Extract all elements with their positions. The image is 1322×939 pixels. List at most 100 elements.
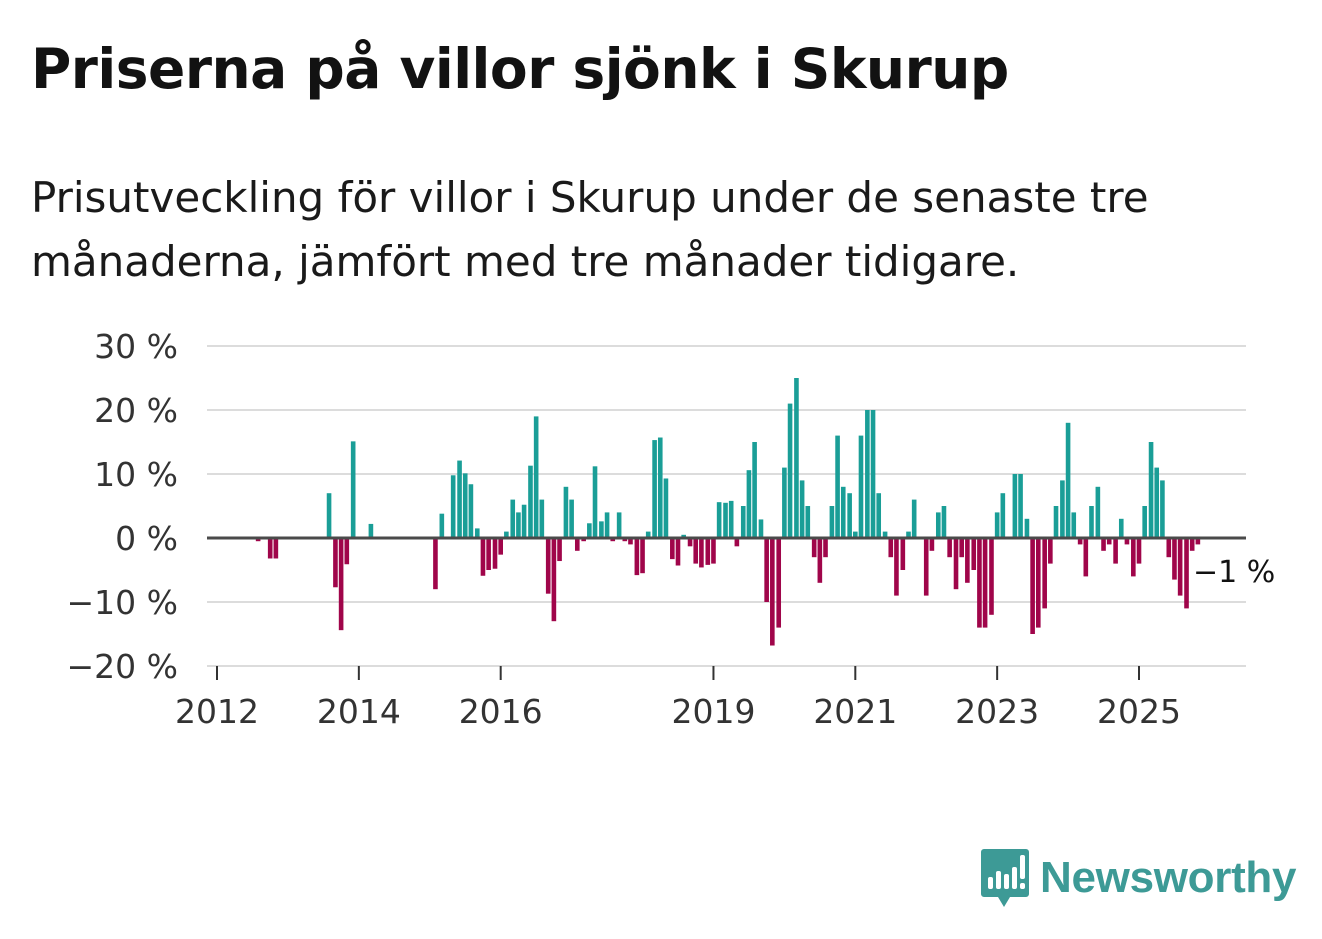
bar: [1106, 538, 1112, 545]
bar: [539, 499, 545, 538]
bar: [450, 475, 456, 538]
y-tick-label: 30 %: [94, 327, 178, 366]
bar: [480, 538, 486, 576]
bar: [267, 538, 273, 559]
bar: [711, 538, 716, 564]
bar: [492, 538, 498, 569]
bar: [1131, 538, 1136, 577]
bar: [941, 506, 947, 538]
bar: [657, 437, 663, 538]
bar: [829, 506, 835, 538]
bar: [557, 538, 562, 562]
bar: [799, 480, 805, 538]
bar: [994, 512, 1000, 538]
bar: [835, 435, 840, 538]
bar: [1177, 538, 1183, 596]
bar: [900, 538, 906, 570]
bar: [273, 538, 279, 559]
bar: [439, 513, 445, 538]
x-tick-label: 2019: [671, 692, 755, 731]
bar: [652, 440, 657, 538]
y-axis: 30 % 20 % 10 % 0 % −10 % −20 %: [67, 327, 179, 686]
bar: [840, 486, 846, 538]
bar: [457, 460, 462, 538]
bar: [528, 465, 533, 538]
bar: [563, 486, 569, 538]
bar: [255, 538, 261, 542]
bar: [1124, 538, 1130, 545]
bar: [870, 410, 876, 538]
chart-title: Priserna på villor sjönk i Skurup: [31, 37, 1009, 101]
bar: [847, 493, 852, 538]
bar: [634, 538, 640, 576]
bar: [764, 538, 769, 602]
bar: [1060, 480, 1065, 538]
bar: [876, 493, 882, 538]
bar: [622, 538, 628, 542]
bar: [723, 502, 728, 538]
bar: [959, 538, 964, 558]
bar: [1048, 538, 1053, 564]
bar: [888, 538, 894, 558]
bar: [670, 538, 675, 560]
bar: [333, 538, 338, 588]
bar: [504, 531, 509, 538]
bar: [787, 403, 793, 538]
bar: [326, 493, 332, 538]
bar: [853, 531, 858, 538]
bar: [823, 538, 828, 558]
bar: [953, 538, 959, 590]
bar: [599, 521, 604, 538]
x-tick-label: 2023: [955, 692, 1039, 731]
bar: [1024, 518, 1030, 538]
y-tick-label: −20 %: [67, 647, 179, 686]
y-tick-label: 0 %: [115, 519, 178, 558]
bar: [592, 466, 598, 538]
bar: [1195, 538, 1201, 545]
bar: [811, 538, 817, 558]
bar: [989, 538, 994, 615]
bar: [923, 538, 929, 596]
bar: [693, 538, 699, 564]
bar: [1118, 518, 1124, 538]
bar: [1042, 538, 1047, 609]
bar: [858, 435, 864, 538]
bar: [699, 538, 704, 568]
bar: [1166, 538, 1172, 558]
bar: [734, 538, 740, 547]
bar: [687, 538, 693, 547]
bar: [468, 484, 474, 538]
bar: [1089, 506, 1094, 538]
bar: [1154, 467, 1160, 538]
bar: [486, 538, 491, 570]
bar: [1077, 538, 1083, 545]
bar: [1065, 422, 1071, 538]
gridlines: [207, 345, 1246, 667]
bar: [882, 531, 888, 538]
bar: [338, 538, 344, 631]
bar: [551, 538, 557, 622]
bar: [935, 512, 941, 538]
bar: [965, 538, 970, 583]
x-tick-label: 2021: [813, 692, 897, 731]
bar: [645, 531, 651, 538]
bar: [1095, 486, 1101, 538]
x-axis: 2012 2014 2016 2019 2021 2023 2025: [175, 666, 1181, 731]
bar: [1000, 493, 1006, 538]
bar: [865, 410, 870, 538]
bar: [1035, 538, 1041, 628]
bar: [474, 528, 480, 538]
bar: [516, 512, 521, 538]
x-tick-label: 2012: [175, 692, 259, 731]
y-tick-label: 10 %: [94, 455, 178, 494]
bar: [982, 538, 988, 628]
bar: [1071, 512, 1077, 538]
bar: [610, 538, 616, 542]
bar: [794, 378, 799, 538]
bar: [1012, 474, 1018, 538]
bar: [350, 441, 356, 538]
newsworthy-logo: Newsworthy: [980, 846, 1296, 910]
bar: [545, 538, 551, 594]
bar: [1142, 506, 1147, 538]
bar: [906, 531, 911, 538]
